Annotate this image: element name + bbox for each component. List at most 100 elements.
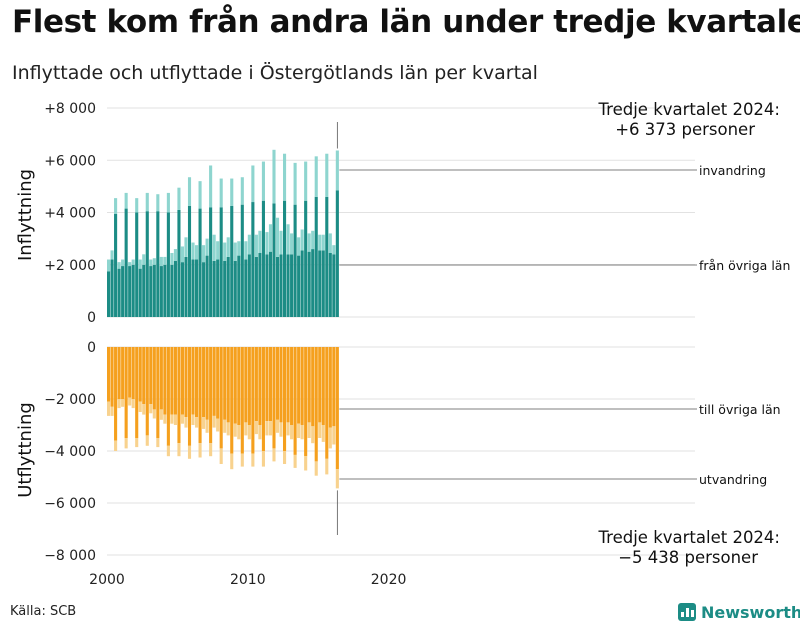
bar-inflow-other-counties [135, 212, 139, 317]
bar-outflow-other-counties [223, 347, 227, 420]
bar-outflow-other-counties [159, 347, 163, 410]
bar-inflow-other-counties [279, 254, 283, 317]
bar-inflow-immigration [223, 242, 227, 261]
annotation-bottom-line1: Tredje kvartalet 2024: [598, 528, 780, 547]
bar-outflow-emigration [328, 427, 332, 449]
bar-outflow-emigration [233, 423, 237, 437]
bar-inflow-other-counties [311, 249, 315, 317]
bar-inflow-other-counties [275, 256, 280, 317]
bar-outflow-other-counties [328, 347, 332, 428]
bar-inflow-other-counties [261, 200, 265, 317]
bar-outflow-emigration [254, 421, 258, 435]
bar-inflow-immigration [219, 178, 223, 208]
bar-inflow-immigration [279, 230, 283, 255]
bar-outflow-emigration [191, 414, 195, 425]
bar-inflow-other-counties [187, 205, 192, 317]
bar-inflow-other-counties [209, 207, 213, 317]
y-tick-label-inflow: 0 [87, 310, 96, 326]
bar-outflow-other-counties [170, 347, 174, 415]
bar-outflow-other-counties [209, 347, 213, 444]
bar-outflow-emigration [159, 409, 163, 420]
bar-outflow-other-counties [152, 347, 156, 410]
legend-label-utvandring: utvandring [699, 472, 767, 487]
bar-inflow-immigration [149, 259, 153, 267]
bar-inflow-other-counties [265, 254, 269, 317]
bar-outflow-emigration [166, 445, 170, 457]
bar-outflow-emigration [325, 458, 329, 475]
bar-inflow-other-counties [173, 260, 177, 317]
bar-inflow-other-counties [247, 254, 251, 317]
bar-outflow-other-counties [325, 347, 329, 459]
bar-outflow-emigration [145, 435, 149, 446]
y-tick-label-outflow: −8 000 [44, 548, 96, 564]
bar-outflow-emigration [138, 401, 142, 412]
bar-inflow-immigration [286, 224, 290, 255]
bar-outflow-other-counties [283, 347, 287, 451]
bar-outflow-emigration [131, 399, 135, 409]
bar-inflow-immigration [258, 230, 262, 253]
bar-outflow-other-counties [177, 347, 181, 444]
bar-outflow-emigration [149, 404, 153, 414]
bar-outflow-other-counties [173, 347, 177, 415]
bar-outflow-emigration [212, 415, 216, 428]
bar-outflow-emigration [244, 422, 248, 436]
bar-outflow-emigration [300, 425, 304, 440]
bar-outflow-emigration [128, 397, 132, 406]
bar-inflow-immigration [293, 162, 297, 205]
bar-inflow-immigration [142, 254, 146, 265]
bar-inflow-other-counties [230, 205, 234, 317]
bar-outflow-emigration [219, 448, 223, 464]
bar-inflow-immigration [191, 242, 195, 260]
bar-inflow-immigration [304, 161, 308, 201]
bar-outflow-other-counties [311, 347, 315, 427]
bar-inflow-other-counties [307, 251, 311, 317]
bar-inflow-other-counties [138, 268, 142, 317]
bar-inflow-immigration [261, 161, 265, 201]
bar-outflow-other-counties [226, 347, 230, 423]
bar-inflow-other-counties [198, 208, 202, 317]
bar-inflow-other-counties [195, 259, 199, 317]
bar-inflow-immigration [268, 224, 273, 252]
annotation-bottom-line2: −5 438 personer [618, 548, 758, 567]
bar-outflow-other-counties [121, 347, 125, 399]
bar-inflow-immigration [332, 245, 336, 255]
bar-outflow-emigration [335, 469, 339, 489]
y-tick-labels-outflow: 0 −2 000 −4 000 −6 000 −8 000 [44, 340, 96, 564]
bar-inflow-immigration [145, 192, 149, 212]
y-tick-labels-inflow: 0 +2 000 +4 000 +6 000 +8 000 [44, 101, 96, 326]
bar-inflow-other-counties [297, 255, 301, 317]
bar-inflow-immigration [283, 153, 287, 201]
source-note: Källa: SCB [10, 604, 77, 619]
bar-outflow-emigration [258, 425, 262, 440]
bar-outflow-emigration [202, 417, 206, 429]
bar-inflow-immigration [138, 259, 142, 269]
bar-outflow-other-counties [184, 347, 188, 418]
bar-outflow-emigration [209, 443, 213, 457]
bar-inflow-other-counties [286, 254, 290, 317]
bar-outflow-other-counties [205, 347, 209, 420]
bar-outflow-other-counties [156, 347, 160, 438]
bar-outflow-other-counties [335, 347, 339, 470]
bar-outflow-emigration [283, 451, 287, 464]
bar-outflow-other-counties [254, 347, 258, 422]
bar-inflow-other-counties [223, 260, 227, 317]
bar-inflow-immigration [209, 165, 213, 208]
bar-inflow-immigration [107, 259, 111, 272]
bar-inflow-immigration [166, 192, 170, 213]
bar-inflow-immigration [325, 153, 329, 197]
bar-outflow-other-counties [300, 347, 304, 425]
bar-outflow-other-counties [166, 347, 170, 446]
bar-outflow-other-counties [163, 347, 167, 415]
bar-outflow-emigration [177, 443, 181, 457]
bar-outflow-emigration [332, 426, 336, 445]
bar-inflow-other-counties [145, 211, 149, 317]
bar-outflow-emigration [226, 422, 230, 436]
bar-inflow-other-counties [293, 204, 297, 317]
bar-outflow-emigration [124, 438, 128, 449]
bar-inflow-other-counties [163, 264, 167, 317]
bar-outflow-other-counties [180, 347, 185, 415]
bar-inflow-other-counties [240, 204, 244, 317]
bar-inflow-immigration [195, 245, 199, 260]
bar-outflow-other-counties [321, 347, 325, 425]
bar-inflow-other-counties [177, 209, 181, 317]
